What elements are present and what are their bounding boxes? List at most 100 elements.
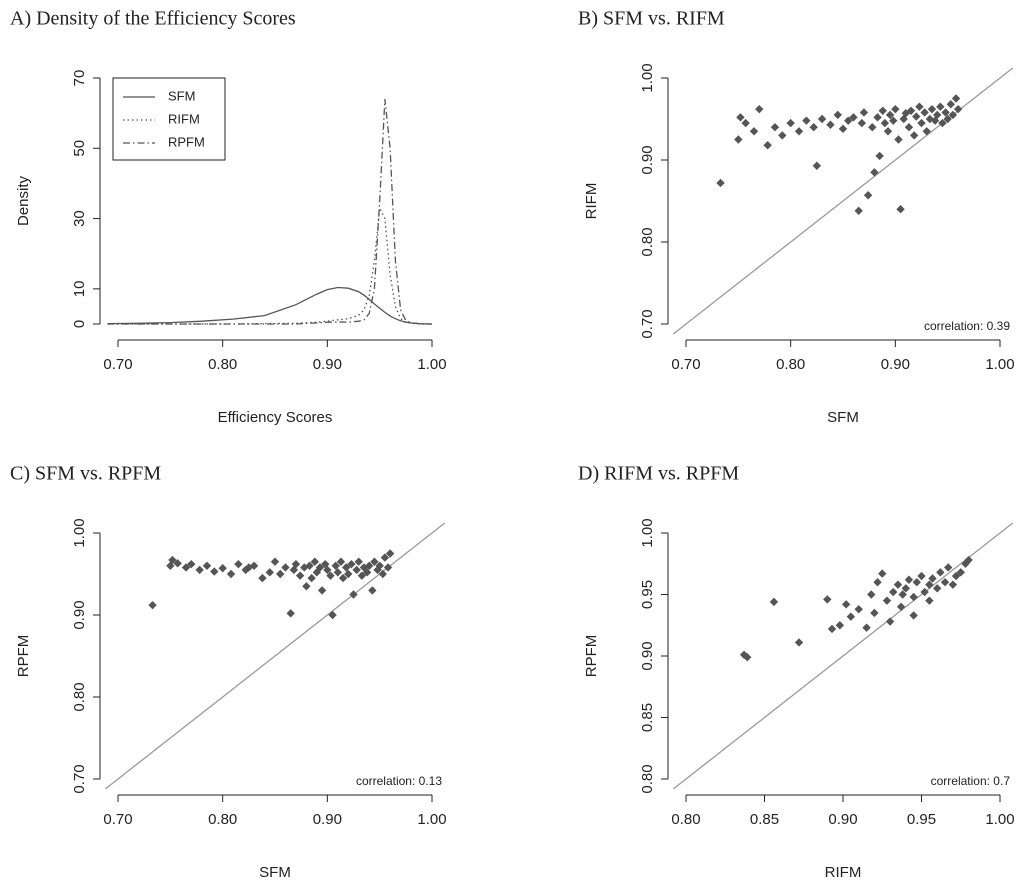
point <box>763 141 772 150</box>
point <box>770 123 780 132</box>
x-tick-label: 0.80 <box>208 356 237 373</box>
point <box>846 612 856 621</box>
x-tick-label: 0.80 <box>208 811 237 828</box>
point <box>859 108 869 117</box>
point <box>378 569 388 579</box>
point <box>925 596 934 605</box>
point <box>168 555 177 565</box>
x-tick-label: 1.00 <box>985 356 1014 373</box>
point <box>938 118 947 128</box>
point <box>370 557 379 566</box>
panel-title: B) SFM vs. RIFM <box>578 8 725 30</box>
x-tick-label: 0.80 <box>776 356 805 373</box>
point <box>909 131 919 140</box>
point <box>333 568 342 577</box>
point <box>812 161 822 170</box>
point <box>276 569 285 579</box>
point <box>904 575 914 584</box>
point <box>365 561 374 570</box>
point <box>181 563 191 572</box>
point <box>835 621 845 630</box>
point <box>270 557 280 566</box>
point <box>300 563 309 572</box>
legend-box <box>112 77 226 161</box>
y-tick-label: 1.00 <box>71 518 88 547</box>
y-tick-label: 0 <box>71 320 88 328</box>
point <box>352 565 361 575</box>
x-tick-label: 1.00 <box>417 811 446 828</box>
point <box>878 106 887 115</box>
point <box>857 118 867 128</box>
point <box>749 127 759 136</box>
y-tick-label: 0.90 <box>639 145 656 174</box>
point <box>875 151 884 161</box>
point <box>289 565 299 575</box>
point <box>317 586 327 595</box>
point <box>870 608 879 618</box>
x-tick-label: 0.70 <box>103 356 132 373</box>
density-line <box>107 205 432 325</box>
point <box>927 104 937 114</box>
x-tick-label: 1.00 <box>417 356 446 373</box>
point <box>920 108 929 117</box>
panel-title: C) SFM vs. RPFM <box>10 463 161 485</box>
point <box>909 611 918 620</box>
point <box>870 168 879 177</box>
point <box>305 561 314 570</box>
point <box>925 580 934 589</box>
point <box>904 123 914 132</box>
point <box>948 580 958 589</box>
point <box>307 573 316 583</box>
point <box>826 120 835 129</box>
point <box>778 131 787 140</box>
point <box>891 104 900 114</box>
point <box>234 559 243 569</box>
point <box>362 568 372 577</box>
point <box>912 578 921 587</box>
x-tick-label: 0.90 <box>313 356 342 373</box>
point <box>315 563 325 572</box>
point <box>880 118 890 128</box>
panel: B) SFM vs. RIFM 0.70 0.80 0.90 1.00 SFM 0.70 0.… <box>578 8 1015 426</box>
point <box>375 561 384 570</box>
point <box>948 110 958 120</box>
point <box>344 569 353 579</box>
x-tick-label: 0.70 <box>103 811 132 828</box>
point <box>953 104 963 114</box>
x-tick-label: 0.95 <box>907 811 936 828</box>
point <box>218 564 227 573</box>
point <box>941 108 950 117</box>
point <box>258 573 267 583</box>
point <box>898 590 907 599</box>
point <box>295 571 305 580</box>
point <box>889 587 898 597</box>
y-tick-label: 0.70 <box>639 309 656 338</box>
point <box>922 127 931 136</box>
point <box>148 600 157 610</box>
point <box>281 563 290 572</box>
x-tick-label: 1.00 <box>985 811 1014 828</box>
y-tick-label: 0.90 <box>71 600 88 629</box>
point <box>849 113 858 122</box>
point <box>917 571 926 581</box>
point <box>896 205 905 214</box>
x-axis-label: SFM <box>259 864 291 881</box>
y-tick-label: 30 <box>71 210 88 227</box>
point <box>915 102 924 111</box>
point <box>323 565 332 575</box>
point <box>328 610 337 620</box>
point <box>195 565 204 575</box>
point <box>956 568 965 577</box>
panel-title: D) RIFM vs. RPFM <box>578 463 739 485</box>
density-line <box>107 99 432 325</box>
point <box>383 563 393 572</box>
x-axis-label: RIFM <box>825 864 862 881</box>
point <box>769 597 779 607</box>
point <box>894 135 903 144</box>
y-tick-label: 0.80 <box>639 764 656 793</box>
point <box>951 571 961 581</box>
x-tick-label: 0.90 <box>881 356 910 373</box>
point <box>226 569 236 579</box>
y-tick-label: 10 <box>71 281 88 298</box>
